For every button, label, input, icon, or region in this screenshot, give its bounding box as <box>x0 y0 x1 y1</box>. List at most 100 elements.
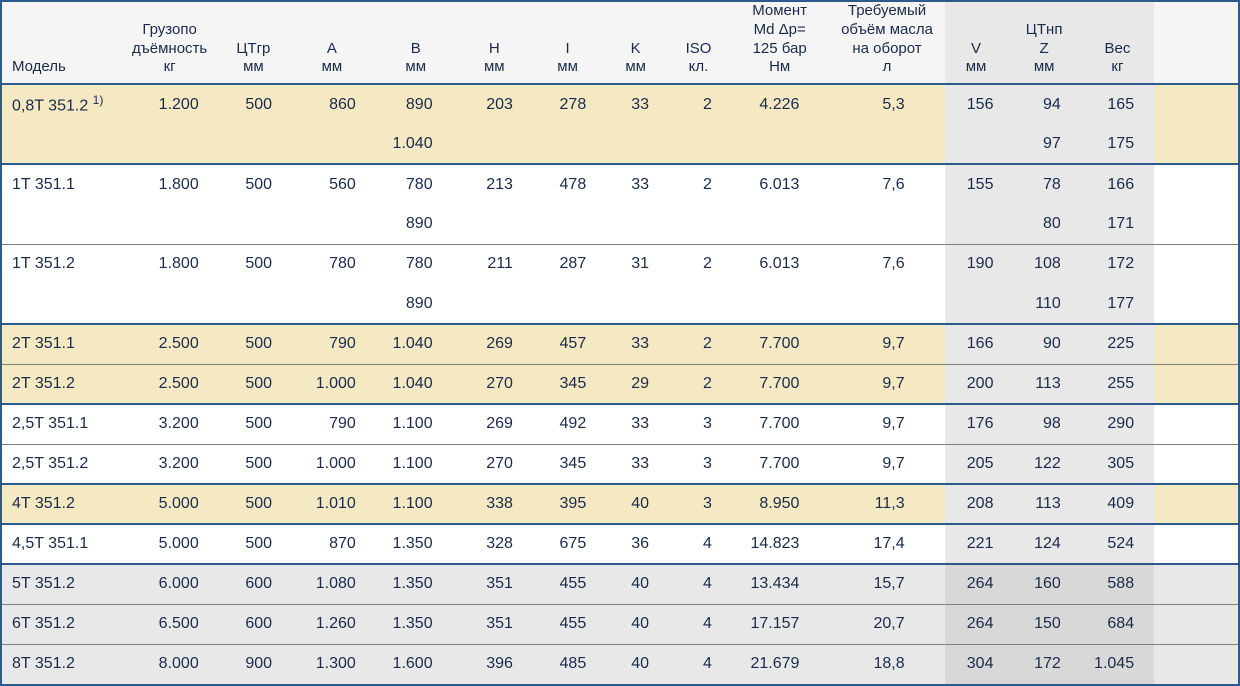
data-cell <box>667 204 730 244</box>
data-cell: 1.200 <box>122 84 216 124</box>
data-cell <box>1154 644 1238 684</box>
data-cell: 269 <box>458 324 531 364</box>
data-cell: 1.800 <box>122 244 216 284</box>
model-cell: 0,8T 351.2 1) <box>2 84 122 124</box>
data-cell <box>1154 564 1238 604</box>
data-cell: 900 <box>217 644 290 684</box>
data-cell <box>1154 364 1238 404</box>
data-cell <box>1154 524 1238 564</box>
data-cell: 351 <box>458 604 531 644</box>
data-cell: 4 <box>667 644 730 684</box>
data-cell: 7.700 <box>730 444 830 484</box>
model-cell: 4T 351.2 <box>2 484 122 524</box>
data-cell: 17.157 <box>730 604 830 644</box>
data-cell: 9,7 <box>829 364 944 404</box>
col-header-model: Модель <box>2 2 122 84</box>
data-cell: 40 <box>604 644 667 684</box>
data-cell: 5,3 <box>829 84 944 124</box>
data-cell <box>667 124 730 164</box>
data-cell: 3 <box>667 404 730 444</box>
data-cell: 790 <box>290 404 374 444</box>
data-cell: 255 <box>1081 364 1154 404</box>
data-cell: 40 <box>604 484 667 524</box>
data-cell: 500 <box>217 324 290 364</box>
data-cell: 890 <box>374 284 458 324</box>
data-cell: 500 <box>217 404 290 444</box>
data-cell: 4.226 <box>730 84 830 124</box>
data-cell: 15,7 <box>829 564 944 604</box>
data-cell: 160 <box>1007 564 1080 604</box>
data-cell: 1.300 <box>290 644 374 684</box>
data-cell: 1.350 <box>374 524 458 564</box>
data-cell: 269 <box>458 404 531 444</box>
data-cell: 409 <box>1081 484 1154 524</box>
data-cell: 1.100 <box>374 444 458 484</box>
data-cell: 33 <box>604 164 667 204</box>
spec-table-container: МодельГрузоподъёмностькгЦТгрммAммBммHммI… <box>0 0 1240 686</box>
data-cell <box>945 124 1008 164</box>
data-cell: 21.679 <box>730 644 830 684</box>
data-cell: 9,7 <box>829 444 944 484</box>
data-cell: 870 <box>290 524 374 564</box>
data-cell: 78 <box>1007 164 1080 204</box>
data-cell: 890 <box>374 204 458 244</box>
col-header-3: Aмм <box>290 2 374 84</box>
data-cell <box>1154 204 1238 244</box>
col-header-8: ISOкл. <box>667 2 730 84</box>
data-cell: 172 <box>1081 244 1154 284</box>
data-cell: 457 <box>531 324 604 364</box>
data-cell: 40 <box>604 564 667 604</box>
model-cell: 4,5T 351.1 <box>2 524 122 564</box>
data-cell: 2 <box>667 244 730 284</box>
data-cell: 455 <box>531 564 604 604</box>
data-cell <box>604 124 667 164</box>
model-cell: 6T 351.2 <box>2 604 122 644</box>
data-cell <box>122 204 216 244</box>
data-cell: 305 <box>1081 444 1154 484</box>
data-cell <box>531 284 604 324</box>
data-cell: 7,6 <box>829 164 944 204</box>
data-cell <box>829 284 944 324</box>
data-cell: 6.013 <box>730 244 830 284</box>
data-cell: 4 <box>667 564 730 604</box>
table-header-row: МодельГрузоподъёмностькгЦТгрммAммBммHммI… <box>2 2 1238 84</box>
data-cell: 600 <box>217 604 290 644</box>
data-cell: 97 <box>1007 124 1080 164</box>
data-cell: 29 <box>604 364 667 404</box>
data-cell: 175 <box>1081 124 1154 164</box>
data-cell <box>531 124 604 164</box>
table-row: 8T 351.28.0009001.3001.60039648540421.67… <box>2 644 1238 684</box>
data-cell: 1.260 <box>290 604 374 644</box>
data-cell: 13.434 <box>730 564 830 604</box>
data-cell: 304 <box>945 644 1008 684</box>
data-cell: 176 <box>945 404 1008 444</box>
data-cell: 455 <box>531 604 604 644</box>
data-cell: 2 <box>667 84 730 124</box>
data-cell: 290 <box>1081 404 1154 444</box>
data-cell: 270 <box>458 364 531 404</box>
model-cell: 8T 351.2 <box>2 644 122 684</box>
col-header-13: Вескг <box>1081 2 1154 84</box>
data-cell: 500 <box>217 484 290 524</box>
data-cell <box>290 124 374 164</box>
data-cell <box>217 284 290 324</box>
data-cell: 203 <box>458 84 531 124</box>
data-cell: 225 <box>1081 324 1154 364</box>
data-cell: 110 <box>1007 284 1080 324</box>
model-cell <box>2 124 122 164</box>
data-cell: 485 <box>531 644 604 684</box>
data-cell: 211 <box>458 244 531 284</box>
table-row: 1T 351.21.8005007807802112873126.0137,61… <box>2 244 1238 284</box>
data-cell <box>1154 324 1238 364</box>
data-cell: 98 <box>1007 404 1080 444</box>
data-cell: 675 <box>531 524 604 564</box>
data-cell <box>1154 244 1238 284</box>
data-cell <box>458 284 531 324</box>
data-cell: 790 <box>290 324 374 364</box>
data-cell: 6.000 <box>122 564 216 604</box>
table-row: 4T 351.25.0005001.0101.1003383954038.950… <box>2 484 1238 524</box>
table-row: 89080171 <box>2 204 1238 244</box>
data-cell: 5.000 <box>122 524 216 564</box>
data-cell: 9,7 <box>829 324 944 364</box>
data-cell: 5.000 <box>122 484 216 524</box>
